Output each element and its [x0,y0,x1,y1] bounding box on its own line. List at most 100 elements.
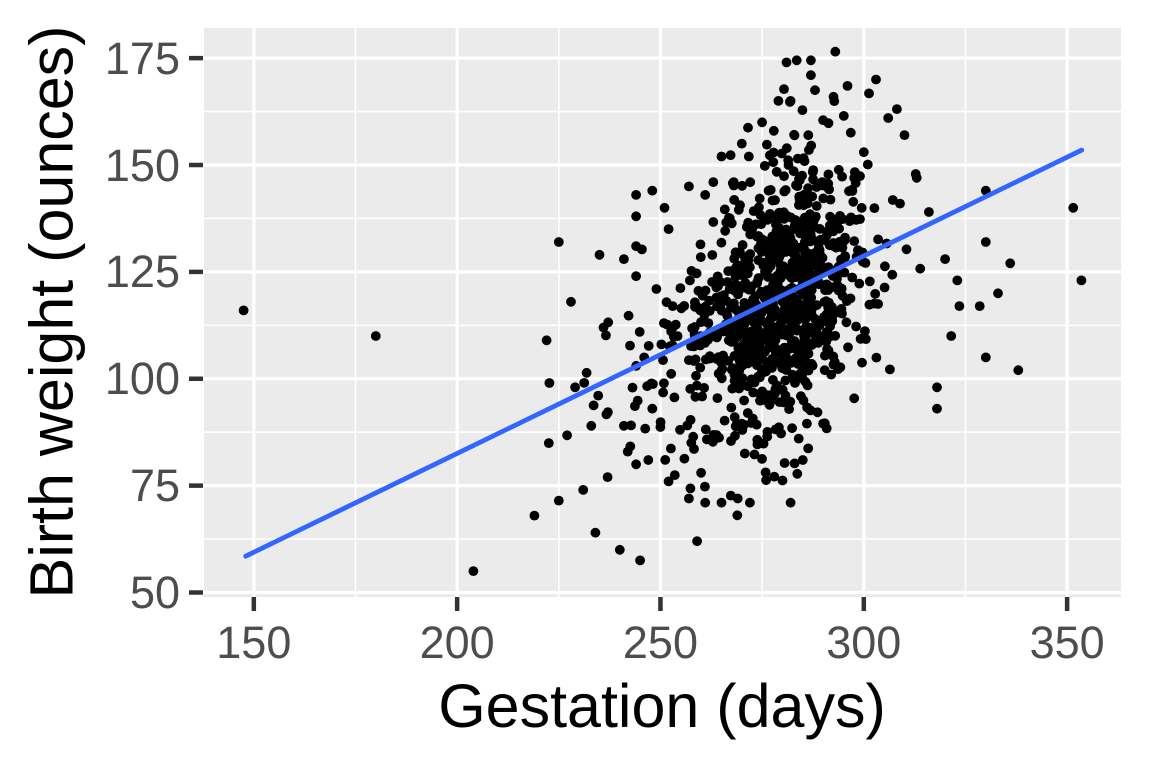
data-point [689,356,699,366]
data-point [808,165,819,176]
data-point [851,321,861,332]
data-point [1068,202,1079,213]
data-point [773,96,784,106]
data-point [761,475,771,486]
data-point [821,327,832,337]
data-point [635,555,645,566]
data-point [614,544,625,555]
data-point [834,223,844,234]
data-point [851,214,862,225]
data-point [762,431,773,442]
data-point [814,336,824,347]
data-point [864,88,874,99]
data-point [771,166,782,177]
data-point [685,483,696,494]
data-point [631,271,641,282]
data-point [640,423,651,434]
data-point [837,171,847,182]
data-point [836,254,846,265]
data-point [855,334,866,344]
data-point [802,418,812,429]
data-point [590,527,601,538]
data-point [760,467,771,478]
data-point [468,566,479,576]
data-point [869,203,880,214]
data-point [830,330,841,341]
data-point [797,350,808,361]
data-point [626,420,636,431]
data-point [813,242,824,253]
data-point [748,206,759,217]
data-point [747,298,757,308]
data-point [841,317,852,328]
data-point [871,352,882,363]
data-point [632,395,643,406]
data-point [747,413,758,424]
data-point [787,423,797,434]
data-point [802,380,813,391]
data-point [899,130,910,141]
data-point [696,467,706,478]
data-point [789,458,800,469]
data-point [692,380,702,391]
data-point [739,448,750,459]
data-point [757,354,768,364]
x-tick-label: 250 [622,617,698,668]
data-point [690,391,701,402]
data-point [749,449,760,460]
data-point [797,170,807,181]
y-tick-label: 75 [129,460,180,512]
data-point [756,219,767,230]
data-point [637,244,647,255]
data-point [726,436,736,446]
data-point [799,196,810,207]
data-point [873,299,883,309]
data-point [656,339,667,350]
data-point [700,285,711,296]
data-point [238,305,249,316]
data-point [726,402,737,413]
data-point [543,438,554,448]
data-point [745,177,756,188]
data-point [856,203,867,213]
data-point [651,284,662,294]
data-point [716,373,727,384]
data-point [924,207,934,217]
data-point [712,301,722,312]
data-point [797,455,808,465]
data-point [708,217,719,227]
data-point [370,331,381,341]
data-point [804,145,814,155]
data-point [768,280,778,290]
data-point [824,240,835,251]
data-point [782,211,793,221]
data-point [666,368,677,379]
data-point [782,330,792,341]
data-point [932,382,942,393]
data-point [809,214,820,225]
data-point [749,330,760,340]
data-point [647,185,658,196]
data-point [725,326,736,337]
data-point [830,46,841,57]
data-point [529,510,540,521]
data-point [823,169,834,180]
data-point [808,251,819,262]
data-point [695,252,706,262]
data-point [789,129,799,140]
data-point [601,409,612,420]
data-point [760,260,770,270]
data-point [892,104,902,114]
data-point [745,313,756,324]
data-point [800,248,810,258]
data-point [700,481,710,492]
data-point [811,182,822,192]
data-point [847,184,858,195]
data-point [849,167,860,178]
data-point [777,475,788,486]
data-point [795,368,805,379]
data-point [581,367,592,378]
data-point [648,379,658,389]
data-point [741,283,752,293]
data-point [625,340,635,351]
